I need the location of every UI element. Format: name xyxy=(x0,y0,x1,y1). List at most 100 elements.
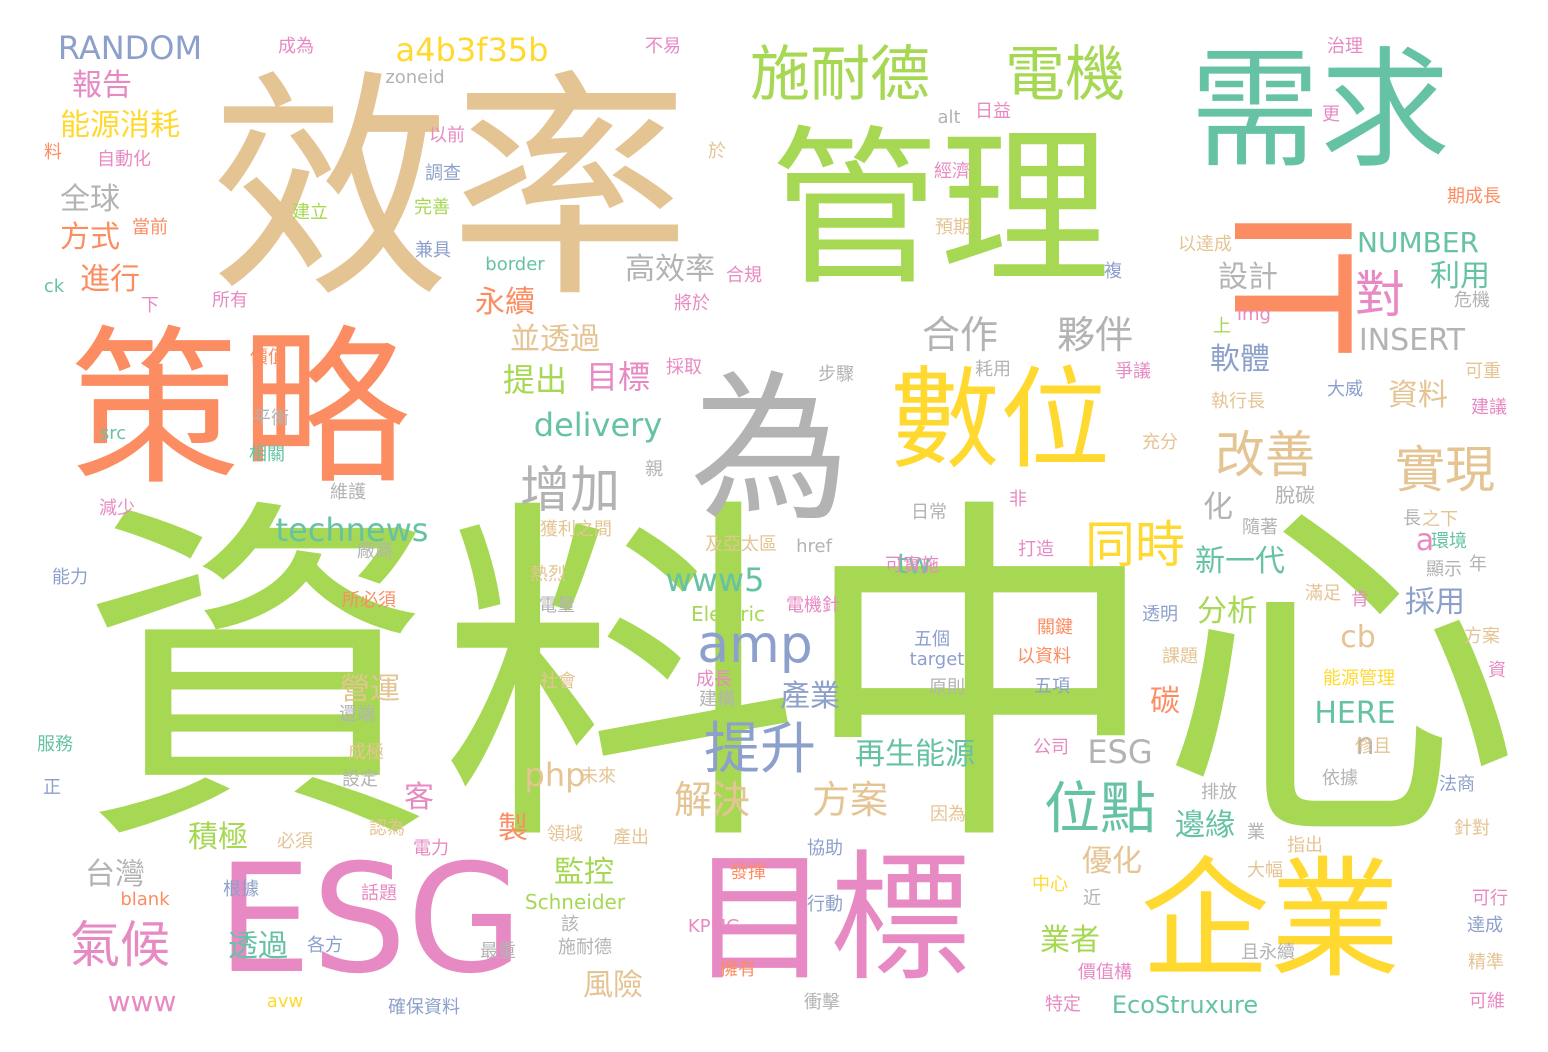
word: 非 xyxy=(1009,489,1027,510)
word: 並透過 xyxy=(510,322,600,357)
word: 未來 xyxy=(580,766,616,787)
word: 減少 xyxy=(99,498,135,519)
word: 目標 xyxy=(689,838,971,1001)
word: border xyxy=(485,254,545,275)
word: 因為 xyxy=(930,804,966,825)
word: 料 xyxy=(44,142,62,163)
word: 以前 xyxy=(429,125,465,146)
word: IT xyxy=(1197,207,1384,353)
word: 資 xyxy=(1488,660,1506,681)
word: 解決 xyxy=(673,778,751,822)
word: a xyxy=(1415,523,1435,558)
word: n xyxy=(1355,727,1375,762)
word: 領域 xyxy=(547,824,583,845)
word: 最重 xyxy=(480,941,516,962)
word: 高效率 xyxy=(625,252,715,287)
word: 確保資料 xyxy=(388,997,460,1018)
word: 必須 xyxy=(277,831,313,852)
word: 建議 xyxy=(1471,397,1507,418)
word: 顯示 xyxy=(1426,559,1462,580)
word: img xyxy=(1237,304,1271,325)
word: 該 xyxy=(561,914,579,935)
word: 氣候 xyxy=(70,916,170,974)
word: 發揮 xyxy=(730,862,766,883)
word: 衝擊 xyxy=(804,992,840,1013)
word: 報告 xyxy=(72,68,132,103)
word: 執行長 xyxy=(1211,391,1265,412)
word: 指出 xyxy=(1287,835,1323,856)
word: 將於 xyxy=(674,293,710,314)
word: 施耐德 xyxy=(558,937,612,958)
word: a4b3f35b xyxy=(395,31,549,69)
word: 以資料 xyxy=(1017,646,1071,667)
word: 增加 xyxy=(520,461,620,519)
word: Schneider xyxy=(524,890,626,914)
word: 可行 xyxy=(1472,888,1508,909)
word: 法商 xyxy=(1439,774,1475,795)
word: 可重 xyxy=(1465,361,1501,382)
word: 經濟 xyxy=(934,161,970,182)
word: 企業 xyxy=(1139,844,1401,996)
word: 日常 xyxy=(911,502,947,523)
word: 電力 xyxy=(413,838,449,859)
word: 實現 xyxy=(1395,441,1495,499)
word: 耗用 xyxy=(975,359,1011,380)
word: 資料 xyxy=(1388,378,1448,413)
word: 原則 xyxy=(929,677,965,698)
word: 提升 xyxy=(704,717,816,782)
word: 親 xyxy=(645,459,663,480)
word: 價值 xyxy=(250,347,286,368)
word: 電量 xyxy=(539,595,575,616)
word: 能力 xyxy=(52,567,88,588)
word: 各方 xyxy=(307,935,343,956)
word: 積極 xyxy=(188,820,248,855)
word: 夥伴 xyxy=(1056,313,1134,357)
word: 所有 xyxy=(212,290,248,311)
word: 能源消耗 xyxy=(60,108,180,143)
word: 資料中心 xyxy=(80,470,1520,889)
word: 為 xyxy=(689,356,851,543)
word: 之下 xyxy=(1422,509,1458,530)
word: EcoStruxure xyxy=(1111,991,1259,1019)
word: 大幅 xyxy=(1247,860,1283,881)
word: 合作 xyxy=(921,313,999,357)
word: 打造 xyxy=(1018,539,1054,560)
word: 危機 xyxy=(1454,290,1490,311)
word: NUMBER xyxy=(1357,226,1479,259)
word: ESG xyxy=(216,833,524,1007)
word: 再生能源 xyxy=(855,737,975,772)
word: 認為 xyxy=(369,818,405,839)
word: 且永續 xyxy=(1241,942,1295,963)
word: 可維 xyxy=(1469,991,1505,1012)
word: php xyxy=(524,756,586,794)
word: 下 xyxy=(141,295,159,316)
word: src xyxy=(99,423,127,444)
word: 分析 xyxy=(1197,594,1257,629)
word: 位點 xyxy=(1044,777,1156,842)
word: 設定 xyxy=(342,769,378,790)
word: 改善 xyxy=(1215,426,1315,484)
word: 設計 xyxy=(1218,260,1278,295)
word: 根據 xyxy=(223,879,259,900)
word: 社會 xyxy=(540,671,576,692)
word: 方式 xyxy=(60,220,120,255)
word: 軟體 xyxy=(1210,342,1270,377)
word: 管理 xyxy=(769,111,1111,309)
word: 環境 xyxy=(1431,531,1467,552)
word: 維護 xyxy=(330,482,366,503)
word: 近 xyxy=(1083,888,1101,909)
word: 電機 xyxy=(1005,40,1125,110)
word: 獲利之間 xyxy=(540,519,612,540)
word: 台灣 xyxy=(85,857,145,892)
word: 精準 xyxy=(1468,952,1504,973)
word: 營運 xyxy=(340,672,400,707)
word: 化 xyxy=(1203,490,1233,525)
word: technews xyxy=(275,511,429,549)
word: href xyxy=(796,536,832,557)
word: 廠商 xyxy=(357,541,393,562)
word: tw xyxy=(897,547,931,580)
word: 邊緣 xyxy=(1175,808,1235,843)
word: 複 xyxy=(1104,261,1122,282)
word: 合規 xyxy=(726,265,762,286)
word: 協助 xyxy=(807,838,843,859)
